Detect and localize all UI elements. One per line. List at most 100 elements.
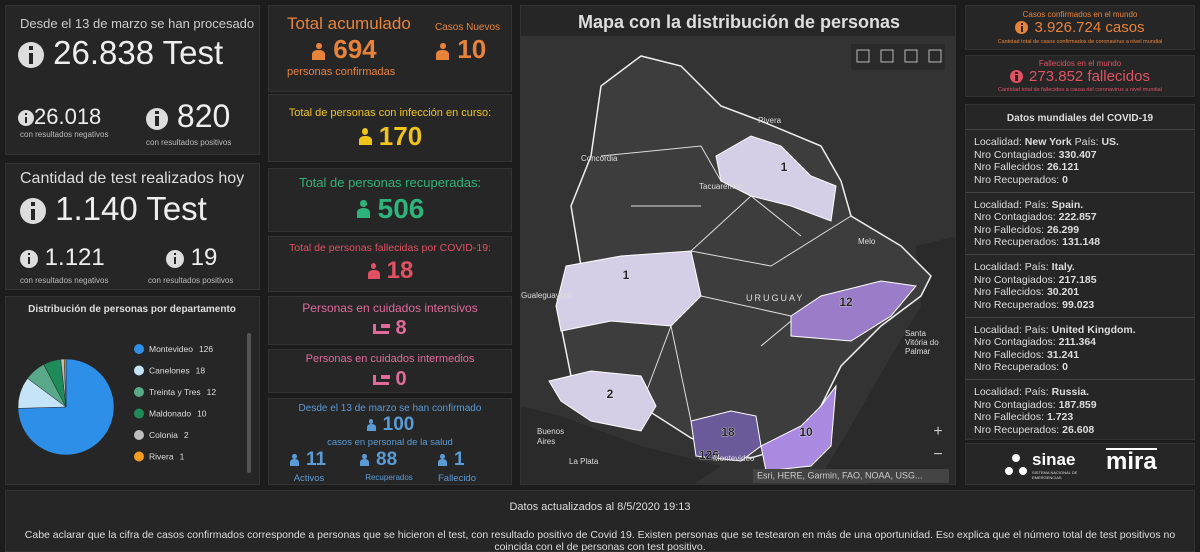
attribution-bg (753, 469, 949, 483)
label: Fallecidos en el mundo (1038, 59, 1122, 68)
world-entry: Localidad: País: United Kingdom. Nro Cont… (966, 316, 1194, 379)
value: 694 (311, 34, 377, 65)
map: Mapa con la distribución de personas + −… (521, 6, 955, 484)
entry-row: Nro Fallecidos: 31.241 (974, 349, 1186, 362)
legend-label: Treinta y Tres (149, 387, 201, 397)
map-title: Mapa con la distribución de personas (578, 12, 900, 32)
entry-row: Nro Contagiados: 330.407 (974, 149, 1186, 162)
staff-items: 11 Activos 88 Recuperados 1 Fallecido (269, 449, 511, 484)
row-value: 187.859 (1058, 398, 1097, 411)
sinae-sub: SISTEMA NACIONAL DE EMERGENCIAS (1032, 470, 1078, 480)
department-panel: Distribución de personas por departament… (5, 296, 260, 485)
legend-label: Canelones (149, 366, 190, 376)
region (548, 370, 657, 432)
person-icon (311, 42, 326, 60)
value-text: 170 (378, 121, 423, 151)
legend-label: Colonia (149, 430, 178, 440)
title: Personas en cuidados intensivos (302, 301, 478, 315)
chart-title: Distribución de personas por departament… (28, 304, 236, 315)
zoom-in-button[interactable] (927, 420, 949, 442)
world-data-panel: Datos mundiales del COVID-19 Localidad: … (965, 104, 1195, 440)
country: United Kingdom. (1051, 323, 1136, 336)
value-text: 3.926.724 casos (1034, 19, 1145, 36)
place-label: La Plata (569, 457, 599, 466)
home-button[interactable] (856, 49, 870, 63)
recovered-panel: Total de personas recuperadas: 506 (268, 168, 512, 232)
legend-value: 1 (180, 452, 185, 462)
entry-header: Localidad: País: United Kingdom. (974, 324, 1186, 337)
row-label: Nro Fallecidos: (974, 161, 1045, 174)
positive-value: 19 (166, 244, 217, 272)
value-text: 26.018 (34, 104, 102, 129)
place-label-line: Aires (537, 437, 555, 446)
country-label: País: (1074, 136, 1099, 148)
icu-panel: Personas en cuidados intensivos 8 (268, 296, 512, 345)
place-label: Santa Vitória do Palmar (905, 329, 939, 356)
value: 18 (269, 257, 511, 285)
world-entries: Localidad: New York País: US. Nro Contagi… (966, 129, 1194, 439)
row-value: 99.023 (1062, 298, 1095, 311)
entry-row: Nro Fallecidos: 30.201 (974, 286, 1186, 299)
title: Total de personas con infección en curso… (288, 107, 492, 119)
row-label: Nro Contagiados: (974, 148, 1056, 161)
legend-value: 2 (184, 430, 189, 440)
location-label: Localidad: (974, 386, 1022, 398)
location-label: Localidad: (974, 323, 1022, 336)
row-value: 26.121 (1046, 161, 1080, 174)
new-title: Casos Nuevos (435, 22, 501, 33)
region (555, 250, 702, 332)
place-label: Gualeguaychú (521, 291, 573, 300)
row-value: 217.185 (1058, 273, 1097, 286)
label: personas confirmadas (287, 66, 396, 78)
row-value: 222.857 (1058, 211, 1097, 224)
value-text: 10 (457, 34, 487, 64)
zoom-out-button[interactable] (927, 444, 949, 466)
country-label: País: (1024, 198, 1049, 211)
legend-swatch (134, 451, 144, 462)
region-label: 1 (623, 268, 630, 282)
legend-value: 12 (207, 387, 217, 397)
staff-value: 11 (289, 449, 326, 471)
entry-row: Nro Contagiados: 187.859 (974, 399, 1186, 412)
person-icon (437, 453, 448, 467)
row-value: 31.241 (1046, 348, 1080, 361)
place-label: Melo (858, 237, 876, 246)
map-toolbar (851, 44, 945, 70)
toolbar (851, 44, 945, 70)
entry-row: Nro Recuperados: 99.023 (974, 299, 1186, 312)
heading: Cantidad de test realizados hoy (20, 170, 245, 187)
row-label: Nro Recuperados: (974, 361, 1060, 374)
zoom-out[interactable]: − (933, 446, 942, 463)
place-label: Concordia (581, 154, 618, 163)
bed-icon (373, 323, 391, 334)
list-button[interactable] (880, 49, 894, 63)
row-label: Nro Recuperados: (974, 298, 1060, 311)
tests-total-panel: Desde el 13 de marzo se han procesado 26… (5, 5, 260, 155)
place-label: Tacuarembó (699, 182, 744, 191)
location-label: Localidad: (974, 136, 1022, 148)
row-label: Nro Recuperados: (974, 423, 1060, 436)
pie-slice (63, 358, 67, 408)
entry-row: Nro Recuperados: 0 (974, 361, 1186, 374)
scrollbar[interactable] (247, 333, 251, 473)
entry-row: Nro Fallecidos: 26.299 (974, 224, 1186, 237)
value-text: 506 (377, 193, 425, 224)
basemap-button[interactable] (928, 49, 942, 63)
country: US. (1101, 136, 1119, 148)
location-label: Localidad: (974, 198, 1022, 211)
positive-label: con resultados positivos (146, 138, 232, 147)
region (715, 135, 837, 222)
region (790, 280, 917, 342)
negative-value: 1.121 (20, 244, 105, 272)
row-value: 131.148 (1062, 236, 1101, 249)
staff-label: Activos (293, 473, 325, 484)
country: Italy. (1051, 261, 1075, 273)
zoom-in[interactable]: + (933, 423, 942, 440)
row-label: Nro Fallecidos: (974, 286, 1045, 299)
bed-icon (373, 374, 391, 385)
layers-button[interactable] (904, 49, 918, 63)
row-label: Nro Fallecidos: (974, 348, 1045, 361)
staff-value: 1 (437, 449, 465, 471)
world-deaths-panel: Fallecidos en el mundo 273.852 fallecido… (965, 55, 1195, 97)
region-label: 10 (799, 425, 813, 439)
